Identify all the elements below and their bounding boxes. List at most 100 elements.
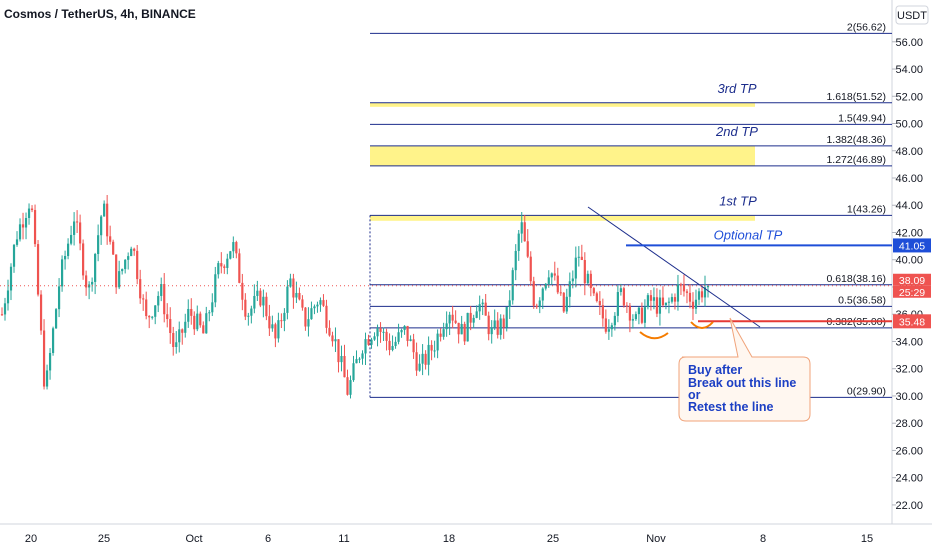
- fib-label-7: 0.5(36.58): [838, 294, 886, 306]
- tp-zone-3[interactable]: [370, 215, 755, 221]
- x-tick-label: 6: [265, 533, 271, 545]
- candle-body: [229, 251, 232, 259]
- price-tag-text-2: 25:29: [899, 287, 925, 299]
- candle-body: [241, 282, 244, 300]
- candle-body: [298, 292, 301, 300]
- candle-body: [502, 318, 505, 328]
- candle-body: [400, 329, 403, 333]
- candle-body: [367, 339, 370, 345]
- candle-body: [655, 297, 659, 314]
- candle-body: [145, 299, 148, 317]
- callout-line-1: Buy after: [688, 363, 742, 377]
- candle-body: [439, 333, 442, 337]
- candle-body: [0, 314, 4, 316]
- candle-body: [541, 288, 544, 301]
- candle-body: [520, 222, 523, 234]
- candle-body: [208, 312, 211, 314]
- y-tick-label: 54.00: [895, 64, 923, 76]
- candle-body: [319, 300, 322, 305]
- candle-body: [565, 296, 568, 312]
- candle-body: [706, 285, 710, 288]
- candle-body: [595, 293, 598, 302]
- candle-body: [9, 266, 13, 291]
- candle-body: [550, 273, 553, 278]
- candle-body: [646, 295, 650, 308]
- y-tick-label: 46.00: [895, 173, 923, 185]
- candle-body: [66, 243, 70, 257]
- candle-body: [277, 320, 280, 339]
- candle-body: [664, 302, 668, 306]
- candle-body: [307, 319, 310, 327]
- candle-body: [271, 324, 274, 329]
- currency-box[interactable]: [895, 5, 929, 25]
- candle-body: [634, 314, 637, 320]
- candle-body: [370, 339, 373, 345]
- y-tick-label: 56.00: [895, 37, 923, 49]
- y-tick-label: 52.00: [895, 91, 923, 103]
- candle-body: [562, 292, 565, 312]
- candle-body: [253, 295, 256, 309]
- fib-label-2: 1.5(49.94): [838, 112, 886, 124]
- candle-body: [103, 203, 106, 217]
- y-tick-label: 42.00: [895, 227, 923, 239]
- candle-body: [379, 328, 382, 332]
- candle-body: [397, 332, 400, 342]
- candle-body: [51, 328, 55, 353]
- candle-body: [340, 356, 343, 363]
- candle-body: [45, 370, 49, 387]
- candle-body: [57, 286, 61, 310]
- candle-body: [457, 322, 460, 335]
- candle-body: [388, 340, 391, 351]
- candle-body: [190, 308, 193, 316]
- fib-label-4: 1.272(46.89): [826, 154, 886, 166]
- tp-zone-1[interactable]: [370, 102, 755, 107]
- candle-body: [514, 250, 517, 271]
- candle-body: [592, 288, 595, 294]
- candle-body: [184, 321, 187, 333]
- candle-body: [496, 320, 499, 335]
- tp-zone-label-3: 1st TP: [719, 193, 757, 208]
- candle-body: [601, 305, 604, 319]
- candle-body: [673, 297, 677, 302]
- candle-body: [394, 341, 397, 347]
- x-tick-label: 11: [338, 533, 349, 545]
- y-tick-label: 30.00: [895, 391, 923, 403]
- candle-body: [694, 299, 698, 309]
- candle-body: [364, 339, 367, 354]
- candle-body: [445, 323, 448, 330]
- candle-body: [586, 273, 589, 284]
- candle-body: [412, 339, 415, 353]
- callout-box[interactable]: [678, 317, 811, 422]
- descending-trendline[interactable]: [587, 206, 761, 328]
- candle-body: [133, 248, 136, 251]
- candle-body: [199, 313, 202, 326]
- candle-body: [100, 216, 103, 236]
- y-tick-label: 44.00: [895, 200, 923, 212]
- candle-body: [628, 305, 631, 321]
- candle-body: [451, 314, 454, 321]
- candle-body: [559, 292, 562, 294]
- candle-body: [310, 308, 313, 320]
- candle-body: [589, 273, 592, 289]
- price-tag-text-3: 35.48: [899, 316, 925, 328]
- candle-body: [685, 291, 689, 293]
- candle-body: [547, 277, 550, 284]
- x-tick-label: 15: [861, 533, 873, 545]
- tp-zone-2[interactable]: [370, 145, 755, 166]
- candle-body: [118, 271, 121, 288]
- candle-body: [571, 278, 574, 282]
- candle-body: [109, 236, 112, 242]
- candle-body: [568, 281, 571, 297]
- candle-body: [292, 278, 295, 298]
- candle-body: [649, 295, 653, 301]
- candle-body: [136, 250, 139, 280]
- x-tick-label: 20: [25, 533, 37, 545]
- candle-body: [607, 329, 610, 332]
- candle-body: [115, 254, 118, 288]
- candle-body: [181, 329, 184, 333]
- candle-body: [187, 308, 190, 322]
- candle-body: [127, 256, 130, 260]
- candle-body: [442, 329, 445, 337]
